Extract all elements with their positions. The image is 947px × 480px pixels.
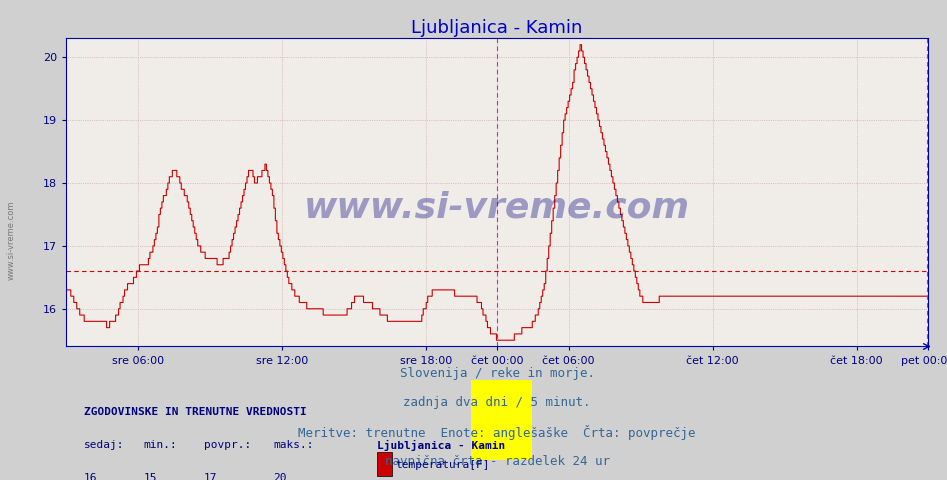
Text: povpr.:: povpr.: [205,440,251,450]
Text: maks.:: maks.: [273,440,313,450]
Text: www.si-vreme.com: www.si-vreme.com [304,191,690,225]
Text: sedaj:: sedaj: [83,440,124,450]
Text: Meritve: trenutne  Enote: anglešaške  Črta: povprečje: Meritve: trenutne Enote: anglešaške Črta… [298,425,696,440]
Text: navpična črta - razdelek 24 ur: navpična črta - razdelek 24 ur [384,455,610,468]
Text: 16: 16 [83,473,97,480]
Text: Slovenija / reke in morje.: Slovenija / reke in morje. [400,367,595,380]
Text: 15: 15 [144,473,157,480]
Title: Ljubljanica - Kamin: Ljubljanica - Kamin [412,19,582,37]
Text: ZGODOVINSKE IN TRENUTNE VREDNOSTI: ZGODOVINSKE IN TRENUTNE VREDNOSTI [83,407,306,417]
Text: Ljubljanica - Kamin: Ljubljanica - Kamin [377,440,505,451]
Text: min.:: min.: [144,440,178,450]
FancyBboxPatch shape [472,380,531,460]
Text: www.si-vreme.com: www.si-vreme.com [7,200,16,280]
FancyBboxPatch shape [377,452,392,476]
Text: 17: 17 [205,473,218,480]
Text: zadnja dva dni / 5 minut.: zadnja dva dni / 5 minut. [403,396,591,409]
Text: 20: 20 [273,473,287,480]
Text: temperatura[F]: temperatura[F] [396,460,490,470]
